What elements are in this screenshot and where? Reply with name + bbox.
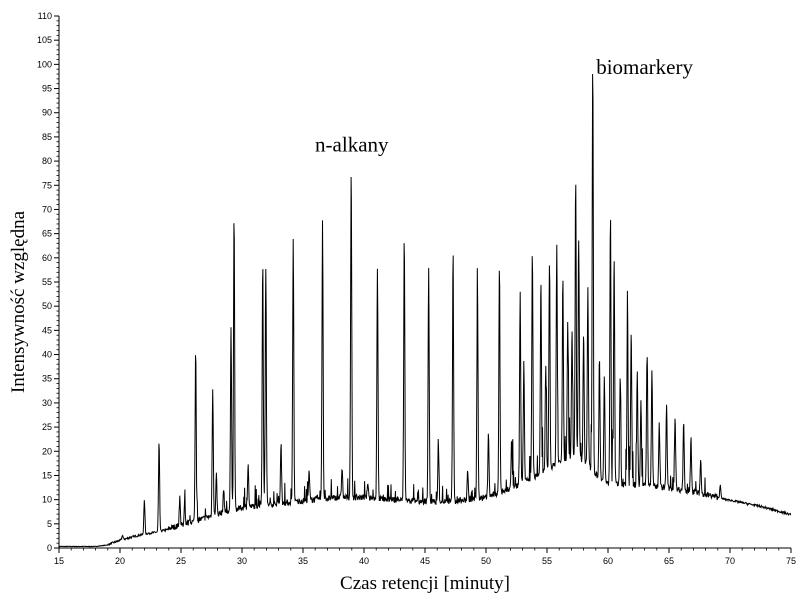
x-tick-label: 45	[420, 556, 430, 566]
y-tick-label: 40	[42, 350, 52, 360]
y-tick-label: 0	[47, 543, 52, 553]
y-tick-label: 10	[42, 495, 52, 505]
x-tick-label: 40	[359, 556, 369, 566]
annotation-biomarkery: biomarkery	[596, 55, 693, 79]
y-tick-label: 30	[42, 398, 52, 408]
x-ticks: 15 20 25 30 35 40 45 50 55 60 65 70 75	[54, 548, 796, 566]
x-tick-label: 70	[725, 556, 735, 566]
chromatogram-trace	[58, 73, 792, 548]
y-tick-label: 80	[42, 156, 52, 166]
x-tick-label: 60	[603, 556, 613, 566]
y-tick-label: 55	[42, 277, 52, 287]
y-tick-label: 65	[42, 229, 52, 239]
x-tick-label: 50	[481, 556, 491, 566]
y-tick-label: 15	[42, 470, 52, 480]
y-tick-label: 70	[42, 204, 52, 214]
y-tick-label: 35	[42, 374, 52, 384]
y-tick-label: 100	[37, 59, 52, 69]
y-ticks: 0 5 10 15 20 25 30 35 40 45 50 55 60 65 70 75 80 85 90 95 10…	[37, 11, 59, 553]
axes: 0 5 10 15 20 25 30 35 40 45 50 55 60 65 70 75 80 85 90 95 10…	[37, 11, 796, 566]
x-tick-label: 15	[54, 556, 64, 566]
y-tick-label: 105	[37, 35, 52, 45]
y-tick-label: 5	[47, 519, 52, 529]
x-tick-label: 75	[786, 556, 796, 566]
x-tick-label: 20	[115, 556, 125, 566]
x-axis-title: Czas retencji [minuty]	[340, 573, 510, 593]
y-tick-label: 50	[42, 301, 52, 311]
x-tick-label: 55	[542, 556, 552, 566]
y-tick-label: 95	[42, 84, 52, 94]
y-tick-label: 110	[38, 11, 52, 21]
x-tick-label: 25	[176, 556, 186, 566]
x-tick-label: 30	[237, 556, 247, 566]
y-tick-label: 90	[42, 108, 52, 118]
y-tick-label: 20	[42, 446, 52, 456]
y-tick-label: 60	[42, 253, 52, 263]
x-tick-label: 35	[298, 556, 308, 566]
y-tick-label: 75	[42, 180, 52, 190]
y-tick-label: 45	[42, 325, 52, 335]
annotation-n-alkany: n-alkany	[315, 132, 389, 156]
y-axis-title: Intensywność względna	[8, 210, 29, 393]
y-tick-label: 85	[42, 132, 52, 142]
y-tick-label: 25	[42, 422, 52, 432]
x-tick-label: 65	[664, 556, 674, 566]
